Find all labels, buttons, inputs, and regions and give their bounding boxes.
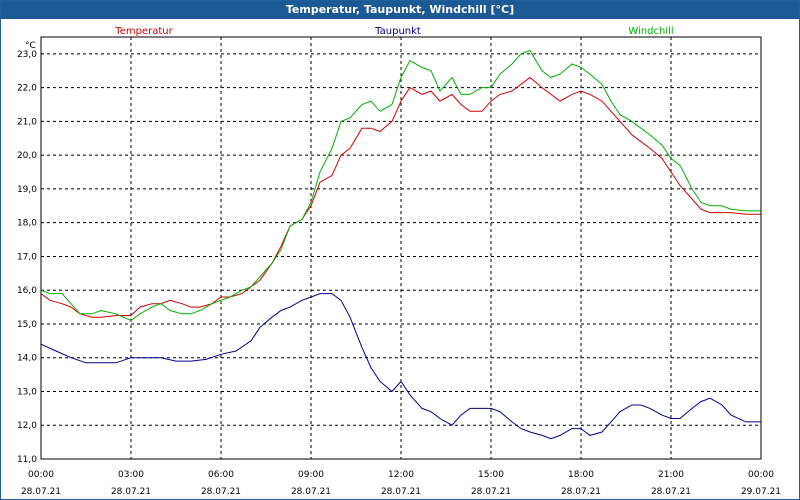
x-tick-time-label: 09:00	[298, 470, 324, 480]
legend: Temperatur Taupunkt Windchill	[114, 26, 673, 37]
y-tick-label: 13,0	[17, 387, 37, 397]
x-tick-date-label: 28.07.21	[201, 487, 241, 497]
x-tick-time-label: 06:00	[208, 470, 234, 480]
series-line	[40, 293, 761, 440]
x-tick-date-label: 28.07.21	[651, 487, 691, 497]
x-tick-time-label: 12:00	[388, 470, 414, 480]
plot-frame	[40, 36, 762, 460]
legend-entry: Temperatur	[114, 26, 173, 37]
y-tick-label: 14,0	[17, 354, 37, 364]
y-tick-label: 15,0	[17, 320, 37, 330]
y-tick-label: 20,0	[17, 151, 37, 161]
x-tick-time-label: 15:00	[478, 470, 504, 480]
y-tick-label: 17,0	[17, 252, 37, 262]
x-tick-date-label: 28.07.21	[381, 487, 421, 497]
y-tick-label: 11,0	[17, 455, 37, 465]
y-tick-label: 16,0	[17, 286, 37, 296]
x-axis-tick-labels: 00:00 28.07.21 03:00 28.07.21 06:00 28.07.21 0…	[21, 470, 781, 497]
x-tick-date-label: 28.07.21	[291, 487, 331, 497]
x-tick-time-label: 00:00	[748, 470, 774, 480]
x-tick-date-label: 29.07.21	[741, 487, 781, 497]
legend-entry: Taupunkt	[374, 26, 421, 37]
y-axis-tick-labels: 11,0 12,0 13,0 14,0 15,0 16,0 17,0 18,0 19,0 20,0…	[17, 50, 37, 465]
y-tick-label: 19,0	[17, 185, 37, 195]
x-tick-date-label: 28.07.21	[111, 487, 151, 497]
y-axis-unit-label: °C	[25, 41, 36, 51]
x-tick-time-label: 03:00	[118, 470, 144, 480]
x-tick-time-label: 00:00	[28, 470, 54, 480]
series-lines	[40, 49, 761, 440]
y-tick-label: 22,0	[17, 84, 37, 94]
series-line	[40, 49, 761, 322]
y-tick-label: 23,0	[17, 50, 37, 60]
y-tick-label: 18,0	[17, 219, 37, 229]
x-tick-date-label: 28.07.21	[471, 487, 511, 497]
line-chart: 11,0 12,0 13,0 14,0 15,0 16,0 17,0 18,0 19,0 20,0…	[17, 26, 781, 497]
y-tick-label: 12,0	[17, 421, 37, 431]
x-tick-date-label: 28.07.21	[21, 487, 61, 497]
window-title: Temperatur, Taupunkt, Windchill [°C]	[1, 1, 799, 19]
grid-lines	[41, 37, 761, 460]
legend-entry: Windchill	[628, 26, 673, 37]
x-tick-time-label: 18:00	[568, 470, 594, 480]
y-tick-label: 21,0	[17, 117, 37, 127]
series-line	[40, 76, 761, 318]
x-tick-date-label: 28.07.21	[561, 487, 601, 497]
x-tick-time-label: 21:00	[658, 470, 684, 480]
